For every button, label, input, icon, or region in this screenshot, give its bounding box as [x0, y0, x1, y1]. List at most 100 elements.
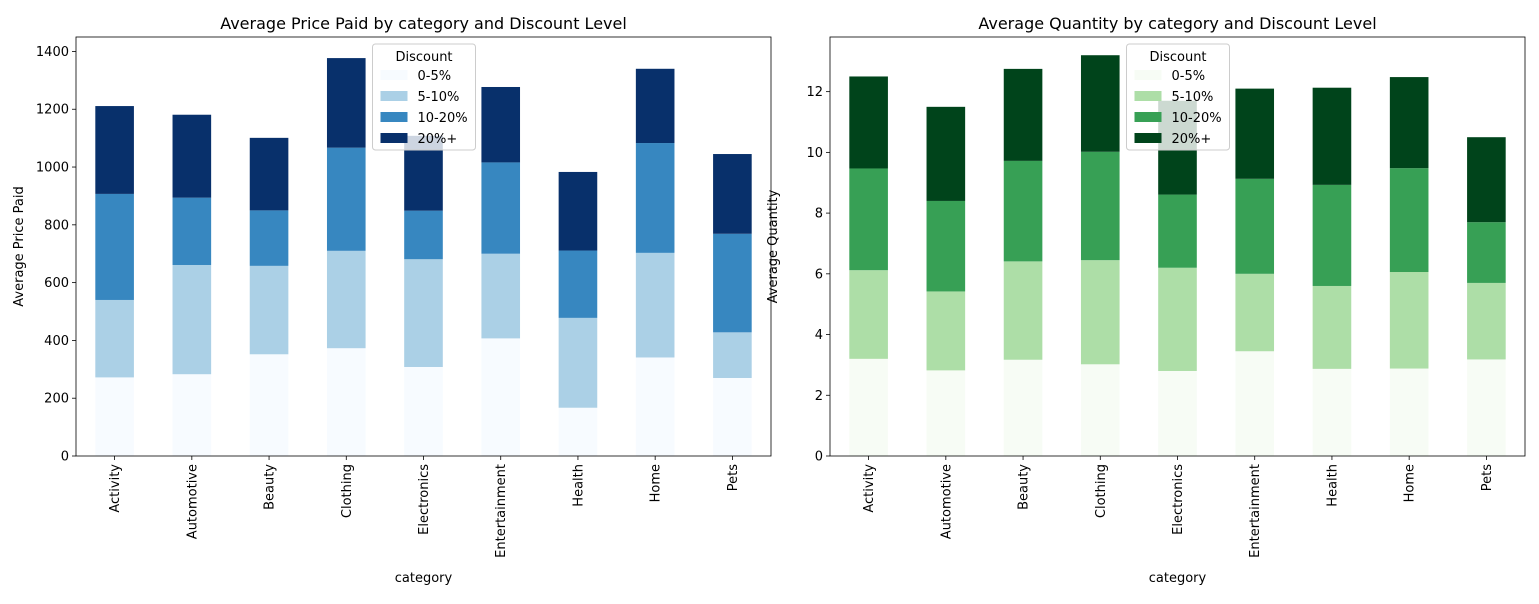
bar-electronics-10-20	[404, 210, 443, 260]
legend: Discount 0-5% 5-10% 10-20% 20%+	[372, 43, 476, 151]
bar-pets-0-5	[713, 377, 752, 456]
legend-label-0-5: 0-5%	[418, 69, 452, 84]
bar-entertainment-20	[481, 86, 521, 163]
bar-health-20	[558, 171, 598, 251]
legend-swatch-20	[1134, 133, 1162, 143]
bar-activity-5-10	[849, 270, 888, 359]
x-axis-label: category	[1149, 571, 1207, 586]
legend: Discount 0-5% 5-10% 10-20% 20%+	[1126, 43, 1230, 151]
bar-clothing-10-20	[326, 147, 366, 251]
legend-swatch-0-5	[380, 70, 408, 80]
bar-electronics-10-20	[1158, 194, 1197, 268]
bar-electronics-5-10	[1158, 267, 1197, 371]
bar-health-0-5	[558, 407, 598, 456]
legend-swatch-5-10	[1134, 91, 1162, 101]
bar-beauty-5-10	[1003, 261, 1043, 360]
x-tick-label-activity: Activity	[108, 464, 123, 513]
bar-entertainment-5-10	[481, 253, 521, 339]
bar-health-20	[1312, 87, 1352, 185]
bar-clothing-5-10	[1080, 260, 1120, 365]
bar-entertainment-0-5	[1235, 351, 1275, 456]
bar-automotive-0-5	[172, 374, 212, 456]
y-tick-label: 400	[44, 334, 69, 349]
legend-label-20: 20%+	[418, 132, 458, 147]
bar-automotive-10-20	[172, 197, 212, 265]
bar-automotive-5-10	[172, 264, 212, 375]
chart-title: Average Price Paid by category and Disco…	[220, 14, 627, 33]
bar-entertainment-10-20	[481, 162, 521, 254]
bar-home-10-20	[1389, 168, 1429, 273]
legend-title: Discount	[395, 50, 452, 65]
y-tick-label: 1200	[36, 103, 69, 118]
x-tick-label-pets: Pets	[1480, 464, 1495, 491]
x-tick-label-clothing: Clothing	[1094, 464, 1109, 518]
y-tick-label: 800	[44, 218, 69, 233]
bar-home-5-10	[635, 252, 675, 358]
bar-pets-10-20	[713, 233, 752, 333]
y-tick-label: 0	[815, 450, 823, 465]
bar-automotive-0-5	[926, 370, 966, 456]
bar-pets-20	[1467, 137, 1506, 223]
bar-activity-5-10	[95, 299, 134, 378]
bar-home-20	[635, 68, 675, 144]
bar-automotive-10-20	[926, 200, 966, 292]
bar-home-5-10	[1389, 272, 1429, 369]
legend-swatch-20	[380, 133, 408, 143]
bar-automotive-5-10	[926, 291, 966, 371]
bar-beauty-0-5	[1003, 359, 1043, 456]
bar-home-10-20	[635, 143, 675, 253]
legend-title: Discount	[1149, 50, 1206, 65]
y-axis-label: Average Quantity	[766, 189, 781, 303]
bar-activity-10-20	[95, 193, 134, 300]
bar-health-5-10	[558, 317, 598, 408]
x-tick-label-health: Health	[1325, 464, 1340, 507]
x-tick-label-beauty: Beauty	[1017, 464, 1032, 510]
chart-price: 0 200 400 600 800 1000 1200 1400 Activity Automot…	[12, 14, 772, 586]
legend-swatch-5-10	[380, 91, 408, 101]
legend-swatch-10-20	[380, 112, 408, 122]
legend-label-5-10: 5-10%	[418, 90, 460, 105]
bar-pets-20	[713, 154, 752, 234]
x-tick-label-activity: Activity	[862, 464, 877, 513]
y-tick-label: 200	[44, 392, 69, 407]
legend-swatch-0-5	[1134, 70, 1162, 80]
bar-clothing-0-5	[1080, 364, 1120, 456]
y-tick-label: 8	[815, 207, 823, 222]
y-tick-label: 4	[815, 328, 823, 343]
bar-home-0-5	[635, 357, 675, 456]
bar-beauty-5-10	[249, 265, 289, 355]
bar-pets-5-10	[1467, 282, 1506, 360]
legend-label-5-10: 5-10%	[1172, 90, 1214, 105]
bar-beauty-20	[1003, 68, 1043, 161]
bar-home-0-5	[1389, 368, 1429, 456]
x-tick-label-automotive: Automotive	[185, 464, 200, 539]
x-tick-label-home: Home	[1403, 464, 1418, 502]
bar-health-5-10	[1312, 285, 1352, 369]
bar-electronics-0-5	[1158, 370, 1197, 456]
bar-pets-5-10	[713, 332, 752, 378]
bar-clothing-10-20	[1080, 151, 1120, 261]
bar-beauty-10-20	[249, 210, 289, 266]
bar-clothing-0-5	[326, 348, 366, 456]
legend-label-10-20: 10-20%	[418, 111, 468, 126]
bar-electronics-0-5	[404, 367, 443, 456]
legend-label-10-20: 10-20%	[1172, 111, 1222, 126]
x-axis-label: category	[395, 571, 453, 586]
bar-electronics-5-10	[404, 259, 443, 367]
x-tick-label-electronics: Electronics	[417, 464, 432, 535]
y-tick-label: 10	[806, 146, 823, 161]
bar-clothing-20	[326, 58, 366, 148]
bar-activity-0-5	[95, 377, 134, 456]
bar-activity-0-5	[849, 358, 888, 456]
bar-automotive-20	[172, 114, 212, 198]
x-tick-label-home: Home	[649, 464, 664, 502]
x-tick-label-health: Health	[571, 464, 586, 507]
legend-label-0-5: 0-5%	[1172, 69, 1206, 84]
y-tick-label: 600	[44, 276, 69, 291]
y-axis-label: Average Price Paid	[12, 186, 27, 306]
y-tick-label: 2	[815, 389, 823, 404]
y-tick-label: 12	[806, 85, 823, 100]
bar-beauty-10-20	[1003, 160, 1043, 262]
